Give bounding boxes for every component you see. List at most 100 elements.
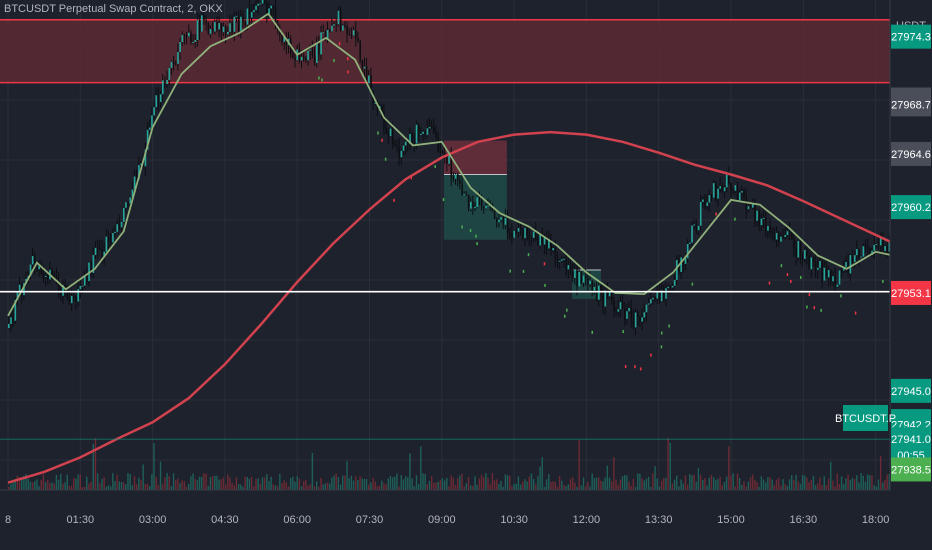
volume-bar <box>283 480 285 490</box>
price-tag-label: 27945.0 <box>891 386 931 398</box>
candle-body <box>166 79 168 85</box>
candle-body <box>153 107 155 116</box>
volume-bar <box>103 477 105 490</box>
candle-body <box>524 227 526 239</box>
volume-bar <box>372 477 374 490</box>
time-label: 10:30 <box>500 514 528 526</box>
candle-body <box>16 291 19 300</box>
time-label: 18:00 <box>862 514 890 526</box>
candle-body <box>853 255 856 263</box>
volume-bar <box>593 478 596 490</box>
price-axis-bg[interactable] <box>890 0 932 490</box>
candle-body <box>791 232 793 240</box>
candle-body <box>589 280 591 285</box>
volume-bar <box>747 481 750 490</box>
volume-bar <box>448 486 450 490</box>
candle-body <box>177 52 179 64</box>
volume-bar <box>57 479 60 490</box>
candle-body <box>652 297 654 300</box>
volume-bar <box>654 466 656 490</box>
candle-body <box>732 190 735 192</box>
candle-body <box>836 284 839 287</box>
candle-body <box>383 111 385 129</box>
time-label: 8 <box>5 514 11 526</box>
signal-mark <box>780 264 783 268</box>
candle-body <box>721 186 724 192</box>
signal-mark <box>715 212 717 216</box>
candle-body <box>509 232 511 234</box>
candle-body <box>452 176 455 179</box>
volume-bar <box>365 478 368 490</box>
candle-body <box>283 36 286 42</box>
candle-body <box>654 297 656 299</box>
volume-bar <box>164 477 166 490</box>
volume-bar <box>201 476 203 490</box>
volume-bar <box>639 473 641 490</box>
candle-body <box>194 40 197 42</box>
volume-bar <box>38 486 40 490</box>
candle-body <box>244 21 247 25</box>
candle-body <box>274 7 277 25</box>
candle-body <box>307 50 309 61</box>
candle-body <box>797 240 800 258</box>
volume-bar <box>318 486 320 490</box>
volume-bar <box>843 484 845 490</box>
volume-bar <box>647 476 650 490</box>
time-label: 15:00 <box>717 514 745 526</box>
volume-bar <box>40 479 42 490</box>
time-axis-bg[interactable] <box>0 490 932 550</box>
volume-bar <box>177 478 179 490</box>
candle-body <box>537 239 539 246</box>
volume-bar <box>168 476 170 490</box>
candle-body <box>699 201 702 226</box>
volume-bar <box>118 481 121 490</box>
candle-body <box>580 272 583 283</box>
volume-bar <box>745 486 747 490</box>
candle-body <box>294 57 296 61</box>
candle-body <box>439 150 442 153</box>
volume-bar <box>621 476 624 490</box>
signal-mark <box>854 311 857 315</box>
volume-bar <box>274 485 277 490</box>
candle-body <box>630 307 633 320</box>
volume-bar <box>736 473 739 490</box>
volume-bar <box>387 478 389 490</box>
volume-bar <box>535 484 537 490</box>
signal-mark <box>469 229 472 233</box>
volume-bar <box>21 477 23 490</box>
candle-body <box>192 41 194 43</box>
candle-body <box>550 239 552 251</box>
volume-bar <box>335 473 337 490</box>
candle-body <box>209 29 212 34</box>
candle-body <box>472 201 474 208</box>
candle-body <box>734 185 737 191</box>
candle-body <box>18 284 21 292</box>
symbol-tag-box <box>843 405 888 431</box>
volume-bar <box>305 480 307 490</box>
volume-bar <box>368 484 370 490</box>
volume-bar <box>665 477 667 490</box>
candle-body <box>363 66 366 69</box>
volume-bar <box>459 475 461 490</box>
volume-bar <box>83 486 86 490</box>
volume-bar <box>821 485 823 490</box>
volume-bar <box>652 473 654 490</box>
candle-body <box>849 255 852 274</box>
volume-bar <box>326 482 329 490</box>
volume-bar <box>337 477 340 490</box>
volume-bar <box>524 479 526 490</box>
volume-bar <box>563 485 565 490</box>
candle-body <box>877 244 880 246</box>
volume-bar <box>580 485 583 490</box>
candle-body <box>60 289 62 296</box>
candle-body <box>368 75 370 84</box>
volume-bar <box>656 478 658 490</box>
volume-bar <box>272 484 275 490</box>
signal-mark <box>660 345 663 349</box>
candle-body <box>300 56 303 61</box>
candle-body <box>834 276 836 287</box>
volume-bar <box>404 476 407 490</box>
volume-bar <box>762 479 765 490</box>
signal-mark <box>563 314 566 318</box>
